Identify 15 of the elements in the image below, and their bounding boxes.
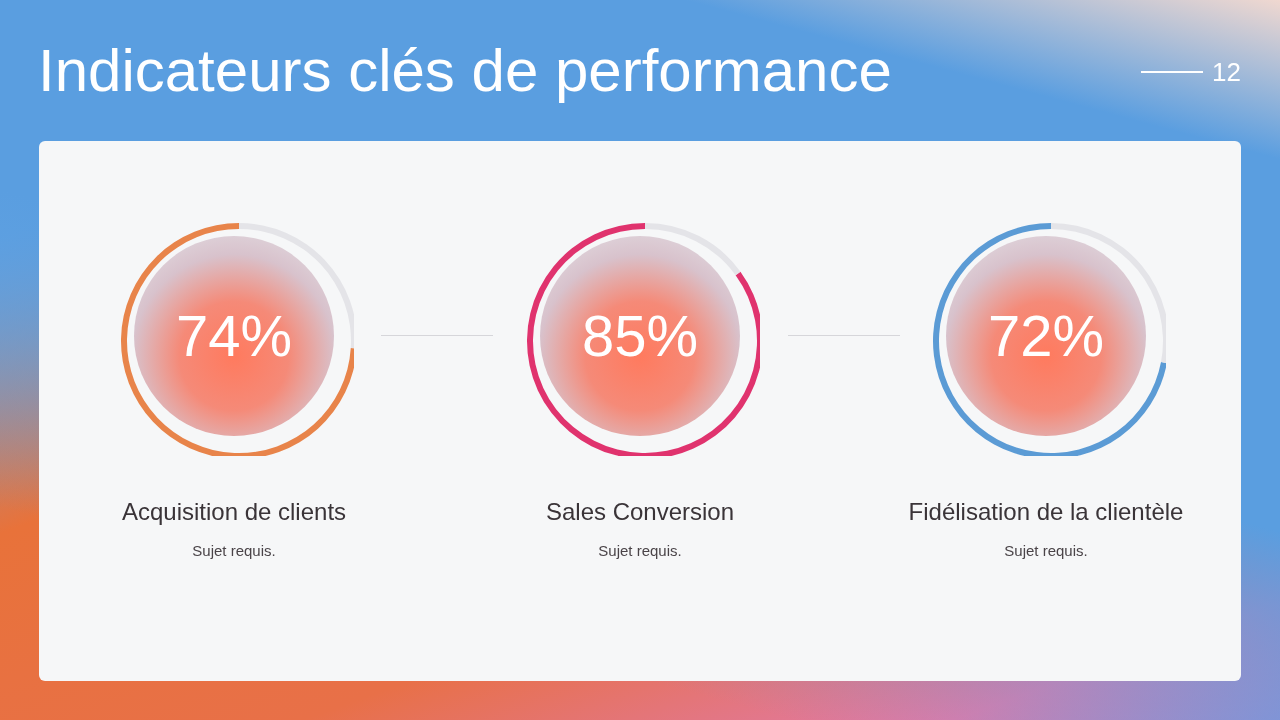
text: Acquisition de clients xyxy=(120,498,348,526)
donut-slice xyxy=(527,223,760,456)
donut-slice xyxy=(933,223,1166,456)
text: Sujet requis. xyxy=(191,542,277,559)
text: 72% xyxy=(986,303,1106,368)
text: Sales Conversion xyxy=(544,498,736,526)
text: Sujet requis. xyxy=(597,542,683,559)
text: 12 xyxy=(1212,57,1241,87)
text: Fidélisation de la clientèle xyxy=(907,498,1185,526)
text: Indicateurs clés de performance xyxy=(38,36,892,106)
text: 74% xyxy=(174,303,294,368)
donut-slice xyxy=(121,223,354,456)
text: 85% xyxy=(580,303,700,368)
donut-slice xyxy=(645,223,741,276)
text: Sujet requis. xyxy=(1003,542,1089,559)
